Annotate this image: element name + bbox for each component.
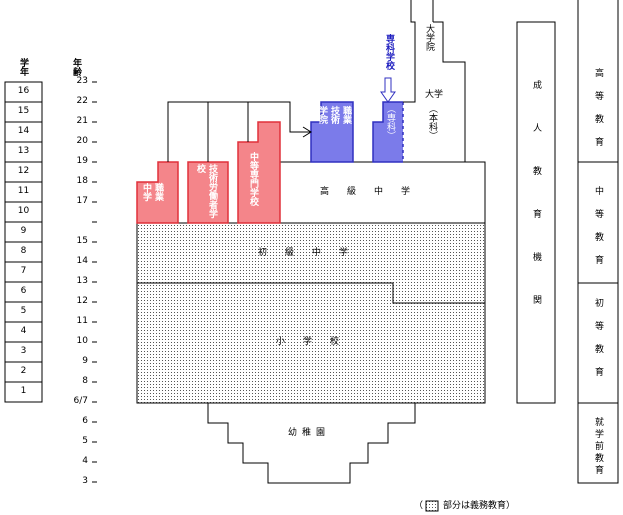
junior-college-shape	[373, 102, 403, 162]
grade-label: 5	[20, 306, 27, 316]
age-label: 15	[76, 236, 88, 246]
adult-box	[516, 21, 556, 404]
grade-label: 11	[17, 186, 30, 196]
age-header: 年齢	[71, 58, 81, 76]
university-label: 大学	[425, 90, 444, 100]
grade-label: 6	[20, 286, 27, 296]
junior-college-outline	[372, 101, 403, 163]
graduate-label: 大学院	[424, 24, 434, 51]
grade-label: 4	[20, 326, 27, 336]
university-course-label: （本科）	[427, 104, 437, 140]
legend-open: （	[414, 501, 424, 511]
age-label: 12	[76, 296, 88, 306]
legend-text: 部分は義務教育）	[443, 501, 516, 511]
age-label: 3	[82, 476, 88, 486]
grade-label: 9	[20, 226, 27, 236]
age-label: 20	[76, 136, 88, 146]
skilled-worker-shape	[187, 161, 229, 224]
stage-box	[577, 402, 619, 484]
junior-college-label: 専科学校	[384, 34, 394, 70]
university-left-edge	[403, 0, 416, 103]
age-label: 22	[76, 96, 88, 106]
kindergarten-shape	[207, 402, 416, 484]
junior-middle-label: 初級中学	[258, 248, 367, 258]
vocational-middle-label: 職業中学	[141, 183, 163, 201]
age-label: 11	[76, 316, 88, 326]
primary-label: 小学校	[276, 337, 358, 347]
age-label: 6/7	[73, 396, 88, 406]
age-label: 6	[82, 416, 88, 426]
grade-label: 13	[17, 146, 30, 156]
vocational-college-label: 職業技術学院	[317, 106, 351, 124]
grade-box	[4, 381, 43, 403]
grade-label: 14	[17, 126, 30, 136]
grade-label: 10	[17, 206, 30, 216]
junior-college-arrow	[380, 77, 396, 103]
kindergarten-label: 幼稚園	[288, 428, 331, 438]
grade-label: 7	[20, 266, 27, 276]
vocational-college-shape	[310, 101, 354, 163]
age-label: 4	[82, 456, 88, 466]
grade-label: 2	[20, 366, 27, 376]
shapes	[136, 0, 619, 512]
age-label: 10	[76, 336, 88, 346]
stage-label: 中等教育	[593, 186, 603, 278]
junior-college-course-label: （専科）	[385, 104, 395, 140]
stage-label: 初等教育	[593, 298, 603, 390]
age-label: 13	[76, 276, 88, 286]
legend-swatch	[425, 500, 439, 512]
skilled-worker-label: 技術労働者学校	[195, 164, 217, 218]
age-label: 14	[76, 256, 88, 266]
stage-label: 就学前教育	[593, 417, 603, 477]
grade-label: 8	[20, 246, 27, 256]
age-label: 23	[76, 76, 88, 86]
secondary-specialized-shape	[237, 121, 281, 224]
senior-middle-label: 高級中学	[320, 187, 429, 197]
grade-label: 12	[17, 166, 30, 176]
grade-label: 15	[17, 106, 30, 116]
age-label: 21	[76, 116, 88, 126]
grade-label: 3	[20, 346, 27, 356]
bracket-line	[167, 101, 311, 162]
age-label: 18	[76, 176, 88, 186]
grade-label: 1	[20, 386, 27, 396]
age-label: 19	[76, 156, 88, 166]
grade-label: 16	[17, 86, 30, 96]
stage-label: 高等教育	[593, 68, 603, 160]
grade-header: 学年	[18, 58, 28, 76]
adult-label: 成人教育機関	[531, 80, 541, 338]
age-label: 8	[82, 376, 88, 386]
vocational-middle-shape	[136, 161, 179, 224]
age-label: 17	[76, 196, 88, 206]
secondary-specialized-label: 中等専門学校	[248, 152, 258, 206]
age-label: 9	[82, 356, 88, 366]
university-right-edge	[433, 21, 466, 162]
generated	[4, 81, 97, 483]
bracket-arrowhead	[302, 126, 312, 138]
age-label: 5	[82, 436, 88, 446]
